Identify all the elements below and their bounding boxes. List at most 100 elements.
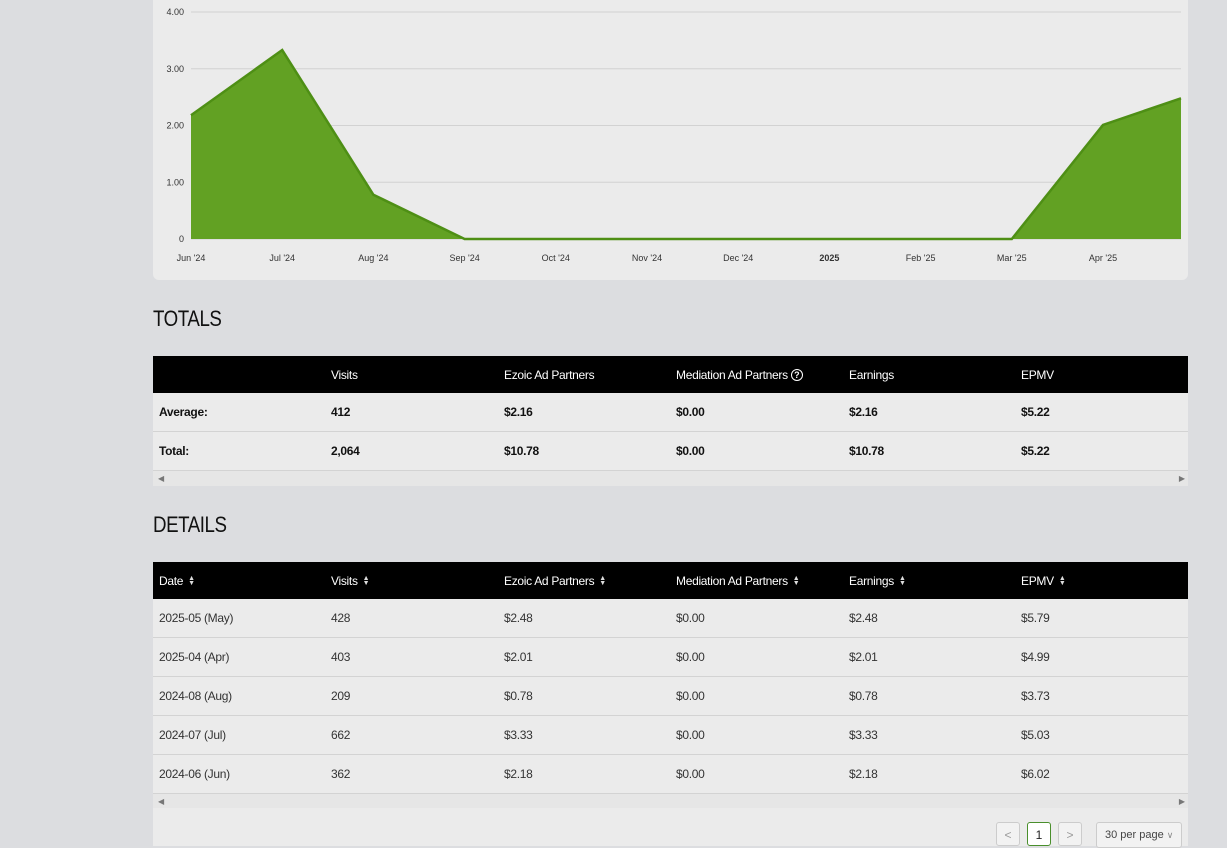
scroll-right-icon[interactable]: ▶ [1179,797,1185,806]
earnings-cell: $10.78 [849,444,884,458]
date-cell: 2024-06 (Jun) [159,767,230,781]
per-page-select[interactable]: 30 per page ∨ [1096,822,1182,848]
mediation-cell: $0.00 [676,405,705,419]
ezoic-cell: $10.78 [504,444,539,458]
page-1-button[interactable]: 1 [1027,822,1051,846]
table-row: 2024-07 (Jul) 662 $3.33 $0.00 $3.33 $5.03 [153,716,1188,755]
x-tick-label: Oct '24 [542,253,570,263]
totals-header-mediation: Mediation Ad Partners? [676,368,803,382]
epmv-cell: $5.79 [1021,611,1050,625]
epmv-cell: $5.22 [1021,405,1050,419]
horizontal-scrollbar[interactable]: ◀ ▶ [153,471,1188,486]
ezoic-cell: $2.48 [504,611,533,625]
ezoic-cell: $2.01 [504,650,533,664]
horizontal-scrollbar[interactable]: ◀ ▶ [153,794,1188,809]
mediation-cell: $0.00 [676,728,705,742]
date-cell: 2024-07 (Jul) [159,728,226,742]
epmv-cell: $3.73 [1021,689,1050,703]
prev-page-button[interactable]: < [996,822,1020,846]
visits-cell: 209 [331,689,350,703]
row-label: Total: [159,444,189,458]
epmv-cell: $5.22 [1021,444,1050,458]
table-row: 2025-04 (Apr) 403 $2.01 $0.00 $2.01 $4.99 [153,638,1188,677]
x-tick-label: Apr '25 [1089,253,1117,263]
totals-header-epmv: EPMV [1021,368,1054,382]
table-row: 2024-06 (Jun)362$2.18$0.00$2.18$6.02 [153,755,1188,794]
x-tick-label: Dec '24 [723,253,753,263]
sort-icon[interactable]: ▲▼ [1059,576,1066,586]
mediation-cell: $0.00 [676,767,705,781]
totals-header-earnings: Earnings [849,368,894,382]
totals-table: Visits Ezoic Ad Partners Mediation Ad Pa… [153,356,1188,486]
totals-title: TOTALS [153,306,221,332]
earnings-cell: $3.33 [849,728,878,742]
sort-visits-header[interactable]: Visits▲▼ [331,574,369,588]
sort-epmv-header[interactable]: EPMV▲▼ [1021,574,1065,588]
details-header-row: Date▲▼ Visits▲▼ Ezoic Ad Partners▲▼ Medi… [153,562,1188,599]
details-title: DETAILS [153,512,227,538]
row-label: Average: [159,405,208,419]
scroll-left-icon[interactable]: ◀ [158,474,164,483]
sort-icon[interactable]: ▲▼ [793,576,800,586]
help-icon[interactable]: ? [791,369,803,381]
epmv-cell: $5.03 [1021,728,1050,742]
next-page-button[interactable]: > [1058,822,1082,846]
epmv-cell: $4.99 [1021,650,1050,664]
x-tick-label: Feb '25 [906,253,936,263]
area-series [191,50,1181,239]
earnings-cell: $2.01 [849,650,878,664]
ezoic-cell: $3.33 [504,728,533,742]
mediation-cell: $0.00 [676,689,705,703]
date-cell: 2025-04 (Apr) [159,650,229,664]
earnings-cell: $2.18 [849,767,878,781]
y-tick-label: 2.00 [166,121,184,131]
totals-header-visits: Visits [331,368,358,382]
x-tick-label: Aug '24 [358,253,388,263]
x-tick-label: Nov '24 [632,253,662,263]
x-tick-label: 2025 [819,253,839,263]
date-cell: 2025-05 (May) [159,611,233,625]
y-tick-label: 4.00 [166,7,184,17]
y-tick-label: 3.00 [166,64,184,74]
x-tick-label: Jun '24 [177,253,206,263]
earnings-cell: $0.78 [849,689,878,703]
x-tick-label: Jul '24 [269,253,295,263]
sort-earnings-header[interactable]: Earnings▲▼ [849,574,906,588]
earnings-cell: $2.16 [849,405,878,419]
sort-icon[interactable]: ▲▼ [599,576,606,586]
pagination: < 1 > 30 per page ∨ [153,808,1188,846]
date-cell: 2024-08 (Aug) [159,689,232,703]
visits-cell: 2,064 [331,444,360,458]
totals-header-row: Visits Ezoic Ad Partners Mediation Ad Pa… [153,356,1188,393]
visits-cell: 428 [331,611,350,625]
x-tick-label: Mar '25 [997,253,1027,263]
y-tick-label: 0 [179,234,184,244]
sort-mediation-header[interactable]: Mediation Ad Partners▲▼ [676,574,799,588]
sort-ezoic-header[interactable]: Ezoic Ad Partners▲▼ [504,574,606,588]
mediation-cell: $0.00 [676,650,705,664]
totals-row-total: Total: 2,064 $10.78 $0.00 $10.78 $5.22 [153,432,1188,471]
visits-cell: 412 [331,405,350,419]
mediation-cell: $0.00 [676,611,705,625]
details-body: 2025-05 (May) 428 $2.48 $0.00 $2.48 $5.79 2025… [153,599,1188,794]
sort-date-header[interactable]: Date▲▼ [159,574,195,588]
sort-icon[interactable]: ▲▼ [363,576,370,586]
totals-row-average: Average: 412 $2.16 $0.00 $2.16 $5.22 [153,393,1188,432]
visits-cell: 403 [331,650,350,664]
totals-header-ezoic: Ezoic Ad Partners [504,368,594,382]
mediation-cell: $0.00 [676,444,705,458]
scroll-right-icon[interactable]: ▶ [1179,474,1185,483]
earnings-cell: $2.48 [849,611,878,625]
table-row: 2024-08 (Aug) 209 $0.78 $0.00 $0.78 $3.73 [153,677,1188,716]
visits-cell: 362 [331,767,350,781]
sort-icon[interactable]: ▲▼ [188,576,195,586]
epmv-cell: $6.02 [1021,767,1050,781]
x-tick-label: Sep '24 [449,253,479,263]
details-table: Date▲▼ Visits▲▼ Ezoic Ad Partners▲▼ Medi… [153,562,1188,809]
visits-cell: 662 [331,728,350,742]
scroll-left-icon[interactable]: ◀ [158,797,164,806]
ezoic-cell: $0.78 [504,689,533,703]
sort-icon[interactable]: ▲▼ [899,576,906,586]
